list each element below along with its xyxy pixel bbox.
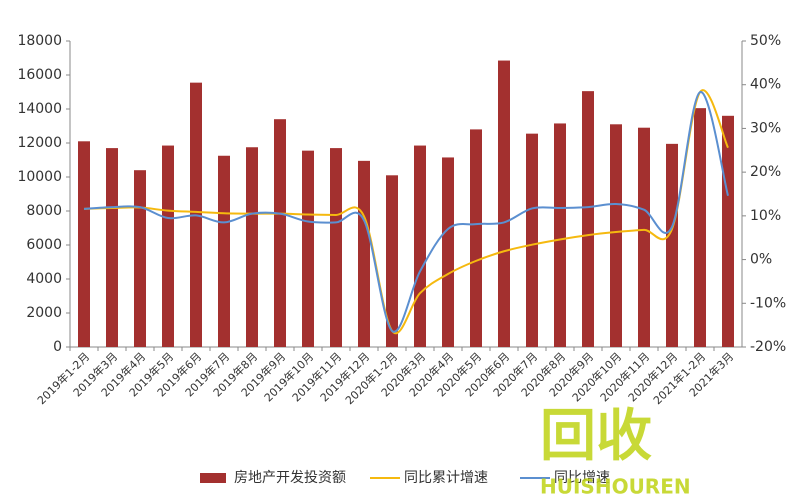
bar (526, 133, 538, 347)
legend-swatch (200, 473, 226, 483)
legend-label: 房地产开发投资额 (234, 470, 346, 486)
bar (302, 150, 314, 347)
watermark-text: HUISHOUREN (540, 475, 691, 499)
bar (414, 145, 426, 347)
y2-tick-label: 0% (750, 252, 772, 268)
bar (722, 115, 734, 347)
line (83, 89, 729, 335)
y2-tick-label: -20% (750, 339, 786, 355)
bar (610, 124, 622, 347)
bar (498, 60, 510, 348)
y-tick-label: 6000 (26, 237, 62, 253)
bar (218, 155, 230, 347)
y2-tick-label: 30% (750, 120, 781, 136)
y-tick-label: 18000 (17, 33, 62, 49)
y2-tick-label: 40% (750, 77, 781, 93)
y-tick-label: 4000 (26, 271, 62, 287)
bar (470, 129, 482, 347)
bar (694, 108, 706, 348)
y-tick-label: 8000 (26, 203, 62, 219)
bar (78, 141, 90, 347)
y-tick-label: 2000 (26, 305, 62, 321)
bar (330, 148, 342, 347)
y2-tick-label: -10% (750, 295, 786, 311)
y-tick-label: 12000 (17, 135, 62, 151)
bar (554, 123, 566, 347)
y2-tick-label: 20% (750, 164, 781, 180)
y-tick-label: 16000 (17, 67, 62, 83)
bar (666, 143, 678, 347)
legend-label: 同比累计增速 (404, 470, 488, 486)
bar (638, 127, 650, 347)
line (83, 91, 729, 333)
y2-tick-label: 10% (750, 208, 781, 224)
watermark-logo: 回收 (540, 404, 652, 469)
bar (358, 160, 370, 347)
y2-tick-label: 50% (750, 33, 781, 49)
bar (134, 170, 146, 347)
y-tick-label: 14000 (17, 101, 62, 117)
bar (442, 157, 454, 347)
bar (274, 119, 286, 347)
bar (582, 91, 594, 348)
legend-label: 同比增速 (554, 470, 610, 486)
bar (386, 175, 398, 347)
bar (162, 145, 174, 347)
bar (246, 147, 258, 347)
y-tick-label: 0 (53, 339, 62, 355)
bar (106, 148, 118, 347)
y-tick-label: 10000 (17, 169, 62, 185)
